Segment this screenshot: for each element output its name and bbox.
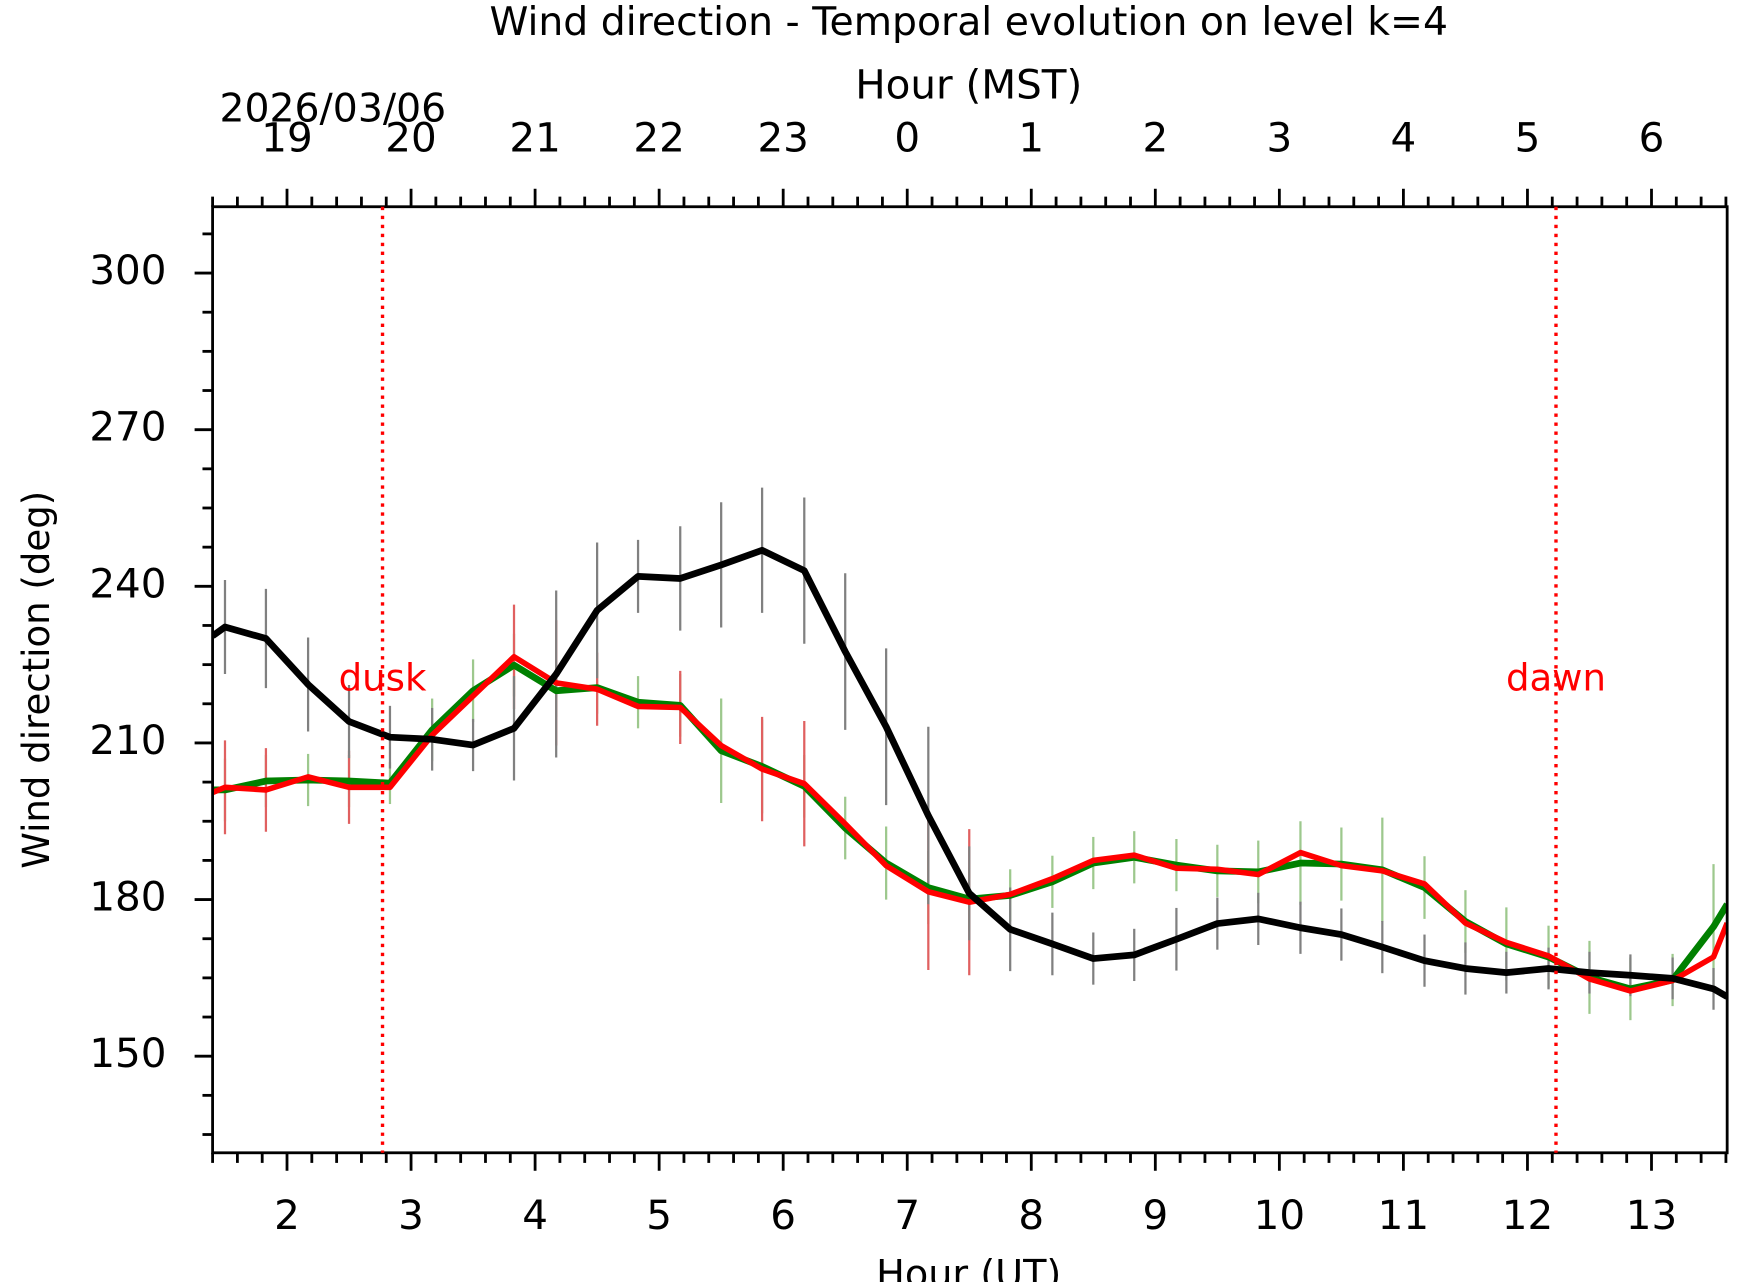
x2-tick-label: 2 — [1142, 113, 1168, 161]
x-tick-label: 10 — [1254, 1191, 1305, 1239]
x-tick-label: 11 — [1378, 1191, 1429, 1239]
y-tick-label: 150 — [89, 1029, 166, 1077]
y-tick-label: 240 — [89, 559, 166, 607]
chart-title: Wind direction - Temporal evolution on l… — [489, 0, 1448, 45]
x2-tick-label: 4 — [1391, 113, 1417, 161]
x2-tick-label: 23 — [757, 113, 808, 161]
y-tick-label: 300 — [89, 246, 166, 294]
x-tick-label: 6 — [770, 1191, 796, 1239]
x-tick-label: 4 — [522, 1191, 548, 1239]
x2-tick-label: 21 — [509, 113, 560, 161]
y-tick-label: 210 — [89, 716, 166, 764]
y-tick-label: 180 — [89, 873, 166, 921]
x-tick-label: 9 — [1142, 1191, 1168, 1239]
date-label: 2026/03/06 — [220, 87, 447, 132]
y-tick-label: 270 — [89, 403, 166, 451]
x-tick-label: 7 — [894, 1191, 920, 1239]
x2-tick-label: 3 — [1266, 113, 1292, 161]
x-tick-label: 8 — [1018, 1191, 1044, 1239]
x-tick-label: 13 — [1626, 1191, 1677, 1239]
x2-tick-label: 0 — [894, 113, 920, 161]
x2-axis-label: Hour (MST) — [855, 61, 1082, 109]
event-label: dawn — [1506, 656, 1606, 699]
plot-frame — [211, 205, 1729, 1155]
plot-area — [212, 487, 1728, 1021]
x-tick-label: 5 — [646, 1191, 672, 1239]
x-tick-label: 3 — [398, 1191, 424, 1239]
x-tick-label: 12 — [1502, 1191, 1553, 1239]
x-tick-label: 2 — [274, 1191, 300, 1239]
y-axis-label: Wind direction (deg) — [15, 491, 58, 869]
x2-tick-label: 5 — [1515, 113, 1541, 161]
x2-tick-label: 22 — [633, 113, 684, 161]
x2-tick-label: 20 — [385, 113, 436, 161]
x2-tick-label: 19 — [261, 113, 312, 161]
x-axis-label: Hour (UT) — [876, 1253, 1061, 1282]
event-label: dusk — [339, 656, 427, 699]
x2-tick-label: 6 — [1639, 113, 1665, 161]
series-line — [212, 546, 1728, 1000]
x2-tick-label: 1 — [1018, 113, 1044, 161]
series-line — [212, 653, 1728, 994]
